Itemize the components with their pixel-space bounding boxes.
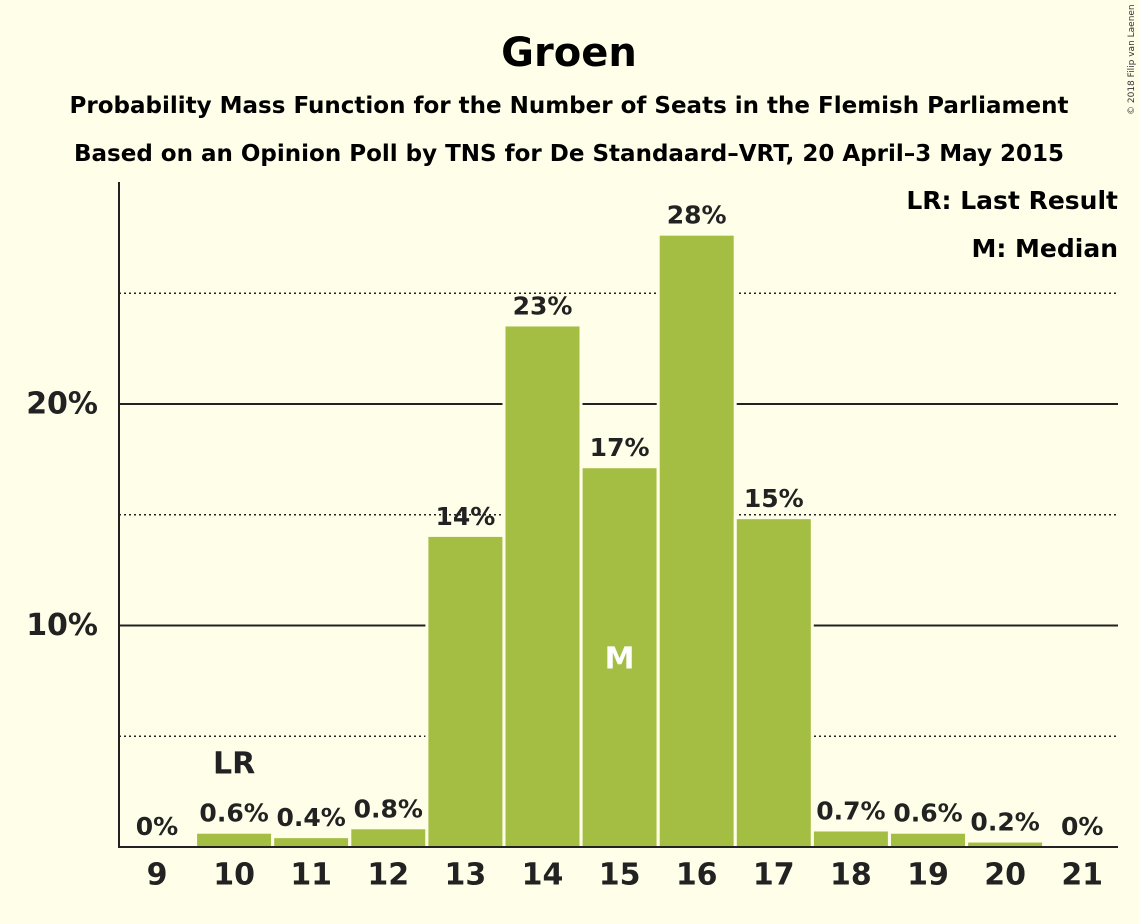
median-marker: M [605, 642, 635, 677]
y-tick-10: 10% [26, 608, 98, 643]
data-label-21: 0% [1061, 812, 1103, 841]
data-label-16: 28% [667, 201, 727, 230]
data-labels: 0% 0.6% 0.4% 0.8% 14% 23% 17% 28% 15% 0.7% 0.6% 0.2… [136, 201, 1104, 841]
bar-20 [968, 842, 1043, 847]
x-tick-15: 15 [599, 858, 641, 893]
data-label-20: 0.2% [970, 808, 1039, 837]
x-tick-14: 14 [522, 858, 564, 893]
x-tick-16: 16 [676, 858, 718, 893]
legend-entry-median: M: Median [971, 234, 1118, 263]
bar-13 [428, 536, 503, 847]
x-tick-21: 21 [1061, 858, 1103, 893]
data-label-17: 15% [744, 484, 804, 513]
data-label-13: 14% [435, 502, 495, 531]
copyright-text: © 2018 Filip van Laenen [1127, 4, 1137, 115]
x-tick-9: 9 [147, 858, 168, 893]
bar-18 [813, 831, 888, 847]
chart-title: Groen [501, 30, 637, 76]
data-label-19: 0.6% [893, 799, 962, 828]
x-tick-18: 18 [830, 858, 872, 893]
bar-14 [505, 326, 580, 848]
x-tick-17: 17 [753, 858, 795, 893]
x-tick-11: 11 [290, 858, 332, 893]
x-tick-13: 13 [445, 858, 487, 893]
y-tick-labels: 10% 20% [26, 387, 98, 644]
bar-15 [582, 468, 657, 847]
y-tick-20: 20% [26, 387, 98, 422]
data-label-9: 0% [136, 812, 178, 841]
x-tick-labels: 9 10 11 12 13 14 15 16 17 18 19 20 21 [147, 858, 1104, 893]
bars [194, 232, 1046, 848]
x-tick-12: 12 [367, 858, 409, 893]
data-label-12: 0.8% [354, 794, 423, 823]
last-result-marker: LR [213, 747, 255, 782]
bar-16 [659, 235, 734, 847]
legend-entry-last-result: LR: Last Result [906, 186, 1118, 215]
chart-subtitle-line-1: Probability Mass Function for the Number… [70, 93, 1069, 119]
bar-11 [274, 838, 349, 847]
data-label-11: 0.4% [277, 803, 346, 832]
bar-12 [351, 829, 426, 847]
annotations: LR M [213, 642, 635, 782]
x-tick-20: 20 [984, 858, 1026, 893]
data-label-15: 17% [590, 433, 650, 462]
data-label-10: 0.6% [199, 799, 268, 828]
bar-19 [891, 833, 965, 847]
legend: LR: Last Result M: Median [906, 186, 1118, 263]
chart-subtitle-line-2: Based on an Opinion Poll by TNS for De S… [74, 141, 1064, 167]
bar-10 [197, 833, 272, 847]
bar-17 [736, 519, 811, 847]
data-label-18: 0.7% [816, 796, 885, 825]
x-tick-19: 19 [907, 858, 949, 893]
data-label-14: 23% [513, 291, 573, 320]
x-tick-10: 10 [213, 858, 255, 893]
axes [118, 182, 1118, 848]
